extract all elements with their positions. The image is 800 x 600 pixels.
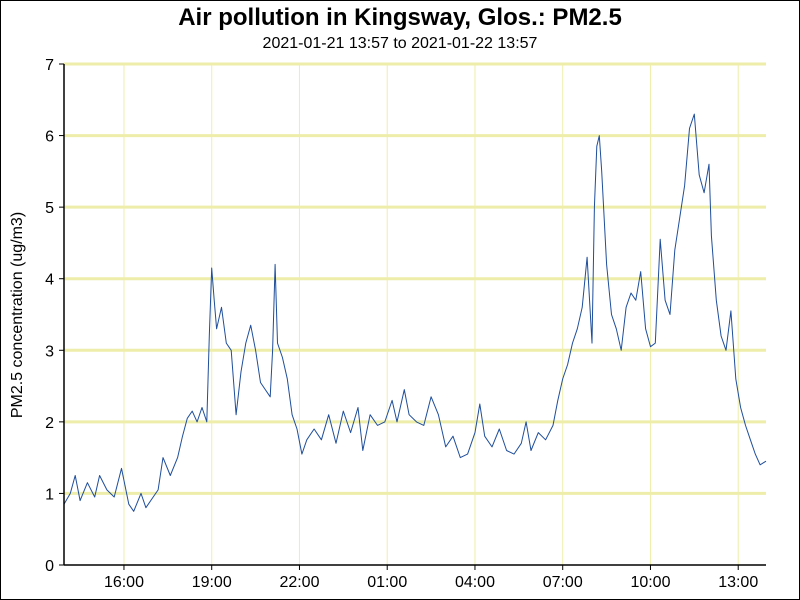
- tick-labels: 0 1 2 3 4 5 6 7 16:00 19:00 22:00 01:00 04:00 07:00 10…: [45, 57, 758, 591]
- y-tick-label: 4: [45, 272, 54, 289]
- series-group: [63, 113, 767, 512]
- grid-lines: [64, 62, 766, 565]
- y-tick-label: 2: [45, 415, 54, 432]
- x-tick-label: 13:00: [718, 574, 758, 591]
- x-tick-label: 22:00: [279, 574, 319, 591]
- y-tick-label: 1: [45, 486, 54, 503]
- chart-subtitle: 2021-01-21 13:57 to 2021-01-22 13:57: [262, 35, 538, 52]
- y-tick-label: 6: [45, 129, 54, 146]
- y-tick-label: 0: [45, 558, 54, 575]
- x-tick-label: 16:00: [104, 574, 144, 591]
- y-tick-label: 5: [45, 200, 54, 217]
- x-tick-label: 10:00: [630, 574, 670, 591]
- chart-title: Air pollution in Kingsway, Glos.: PM2.5: [178, 4, 622, 31]
- axes: [59, 63, 766, 570]
- x-tick-label: 19:00: [192, 574, 232, 591]
- y-axis-label: PM2.5 concentration (ug/m3): [9, 212, 26, 418]
- series-line: [63, 113, 767, 512]
- x-tick-label: 01:00: [367, 574, 407, 591]
- y-tick-label: 3: [45, 343, 54, 360]
- y-tick-label: 7: [45, 57, 54, 74]
- x-tick-label: 07:00: [543, 574, 583, 591]
- x-tick-label: 04:00: [455, 574, 495, 591]
